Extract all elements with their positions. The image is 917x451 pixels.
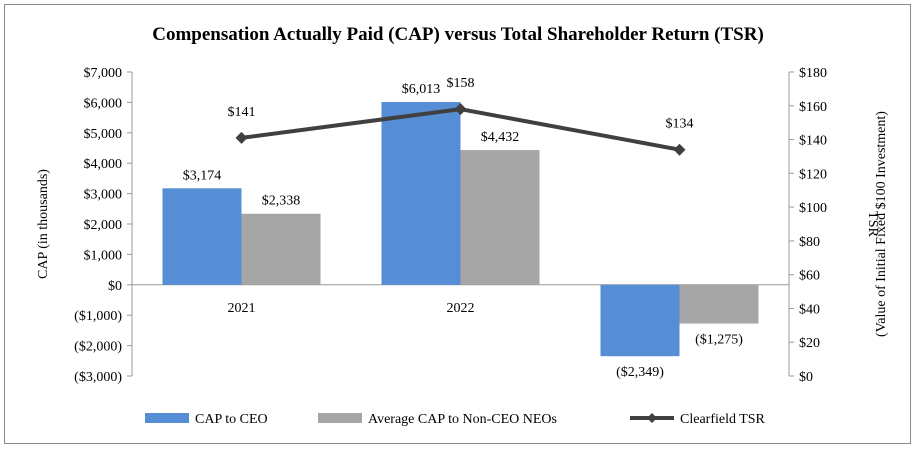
y-left-tick-label: $5,000 [84,127,123,142]
y-right-tick-label: $120 [799,167,827,182]
bar-data-label: ($1,275) [695,333,743,348]
bar-cap-to-ceo [381,102,461,285]
bar-cap-to-ceo [600,284,680,357]
bar-average-cap-to-non-ceo-neos [241,213,321,285]
y-axis-left-title: CAP (in thousands) [36,169,51,279]
y-left-tick-label: $6,000 [84,96,123,111]
bar-average-cap-to-non-ceo-neos [679,284,759,324]
x-tick-label: 2022 [447,301,475,316]
y-left-tick-label: $0 [108,279,122,294]
bar-data-label: ($2,349) [616,365,664,380]
tsr-point-marker [235,131,248,144]
chart-svg: Compensation Actually Paid (CAP) versus … [36,24,889,427]
axes: ($3,000) ($2,000) ($1,000) $0 $1,000 $2,000 $3… [36,66,889,385]
y-axis-right-title: TSR [865,211,880,237]
tsr-data-label: $141 [228,105,256,120]
legend-label: Average CAP to Non-CEO NEOs [368,412,557,427]
tsr-line [235,103,686,156]
tsr-data-label: $134 [666,117,694,132]
legend-swatch [318,413,362,423]
legend-label: Clearfield TSR [680,412,766,427]
bar-data-label: $6,013 [402,82,441,97]
y-axis-right-subtitle: (Value of Initial Fixed $100 Investment) [874,111,889,337]
y-left-tick-label: $7,000 [84,66,123,81]
y-right-tick-label: $80 [799,235,820,250]
y-left-tick-label: $3,000 [84,188,123,203]
x-tick-label: 2021 [228,301,256,316]
legend-marker [647,413,657,423]
y-right-tick-label: $180 [799,66,827,81]
y-right-tick-label: $40 [799,302,820,317]
bar-data-label: $2,338 [262,194,301,209]
y-left-tick-label: ($3,000) [74,370,122,385]
y-right-tick-label: $20 [799,336,820,351]
y-left-tick-label: $2,000 [84,218,123,233]
bar-data-label: $3,174 [183,168,222,183]
y-right-tick-label: $0 [799,370,813,385]
chart-title: Compensation Actually Paid (CAP) versus … [152,24,764,45]
chart-frame: Compensation Actually Paid (CAP) versus … [4,4,911,444]
legend: CAP to CEO Average CAP to Non-CEO NEOs Cle… [145,412,766,427]
tsr-data-label: $158 [447,76,475,91]
y-right-tick-label: $160 [799,100,827,115]
y-left-tick-label: ($2,000) [74,340,122,355]
bar-data-label: $4,432 [481,130,520,145]
bar-cap-to-ceo [162,188,242,285]
tsr-point-marker [673,143,686,156]
bars [162,102,759,357]
y-left-tick-label: $4,000 [84,157,123,172]
legend-label: CAP to CEO [195,412,268,427]
y-right-tick-label: $140 [799,134,827,149]
y-right-tick-label: $100 [799,201,827,216]
bar-average-cap-to-non-ceo-neos [460,150,540,285]
y-left-tick-label: ($1,000) [74,309,122,324]
y-left-tick-label: $1,000 [84,248,123,263]
tsr-point-marker [454,103,467,116]
data-labels: $3,174 $6,013 ($2,349) $2,338 $4,432 ($1,275)… [183,76,743,380]
legend-swatch [145,413,189,423]
y-right-tick-label: $60 [799,269,820,284]
